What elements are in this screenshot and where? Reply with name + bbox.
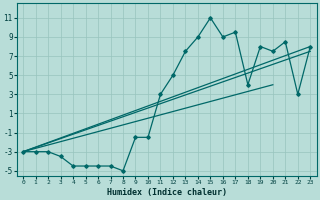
X-axis label: Humidex (Indice chaleur): Humidex (Indice chaleur)	[107, 188, 227, 197]
